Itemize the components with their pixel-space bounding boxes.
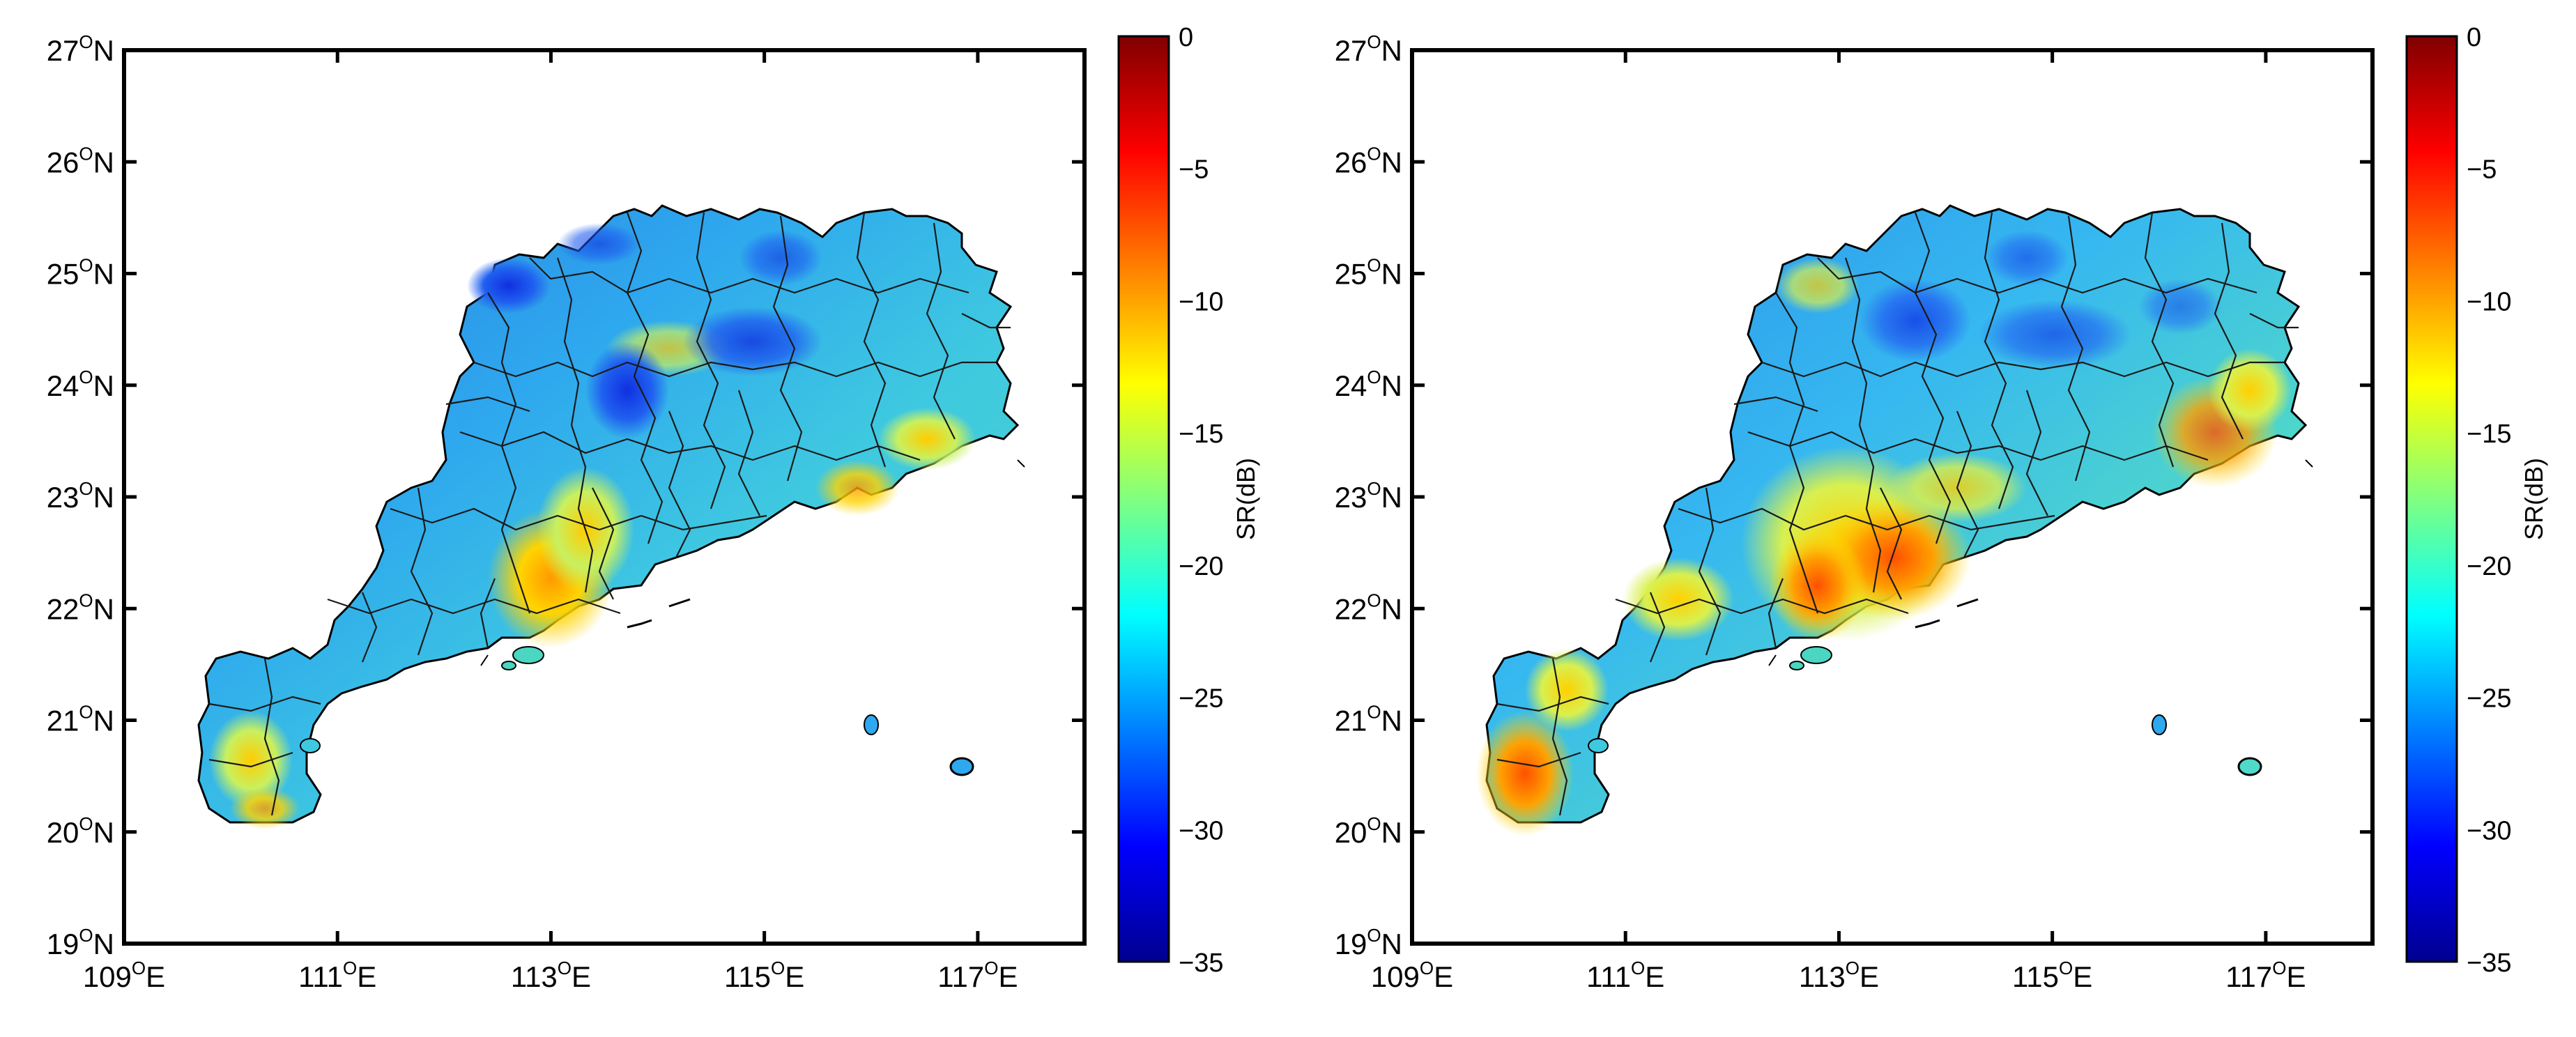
lon-tick-labels: 109OE 111OE 113OE 115OE 117OE — [1371, 958, 2306, 993]
lat-tick-label: 22ON — [47, 590, 114, 625]
lat-tick-label: 23ON — [1335, 478, 1402, 514]
colorbar-tick-label: −15 — [1179, 420, 1223, 449]
lat-tick-label: 21ON — [47, 702, 114, 737]
colorbar-tick-label: −10 — [2467, 287, 2511, 316]
map-panel-right: 109OE 111OE 113OE 115OE 117OE 19ON 20ON 21ON 22… — [1335, 23, 2548, 993]
lat-tick-label: 20ON — [47, 813, 114, 849]
lat-tick-label: 21ON — [1335, 702, 1402, 737]
lat-tick-label: 24ON — [1335, 367, 1402, 402]
lon-tick-label: 111OE — [1586, 958, 1664, 993]
colorbar-tick-label: −20 — [2467, 552, 2511, 581]
lat-tick-label: 27ON — [47, 31, 114, 67]
colorbar-tick-label: −35 — [1179, 948, 1223, 978]
lon-tick-label: 113OE — [1799, 958, 1879, 993]
lon-tick-label: 111OE — [298, 958, 376, 993]
lon-tick-label: 113OE — [511, 958, 591, 993]
lat-tick-label: 19ON — [1335, 925, 1402, 960]
lat-tick-labels: 19ON 20ON 21ON 22ON 23ON 24ON 25ON 26ON 27ON — [1335, 31, 1402, 960]
colorbar-tick-label: −20 — [1179, 552, 1223, 581]
lon-tick-label: 117OE — [937, 958, 1018, 993]
lat-tick-labels: 19ON 20ON 21ON 22ON 23ON 24ON 25ON 26ON 27ON — [47, 31, 114, 960]
lat-tick-label: 19ON — [47, 925, 114, 960]
lat-tick-label: 25ON — [1335, 255, 1402, 291]
lat-tick-label: 26ON — [1335, 143, 1402, 178]
colorbar — [2405, 35, 2458, 963]
colorbar-tick-label: 0 — [1179, 23, 1193, 52]
lon-tick-label: 109OE — [83, 958, 165, 993]
colorbar-tick-label: −15 — [2467, 420, 2511, 449]
lon-tick-labels: 109OE 111OE 113OE 115OE 117OE — [83, 958, 1018, 993]
lat-tick-label: 26ON — [47, 143, 114, 178]
guangdong-sr-map — [1476, 204, 2313, 836]
colorbar-tick-label: −25 — [1179, 684, 1223, 714]
colorbar-tick-label: −10 — [1179, 287, 1223, 316]
colorbar-tick-label: −30 — [1179, 816, 1223, 845]
guangdong-sr-map — [197, 204, 1025, 829]
lat-tick-label: 25ON — [47, 255, 114, 291]
lon-tick-label: 115OE — [2012, 958, 2092, 993]
lat-tick-label: 20ON — [1335, 813, 1402, 849]
lon-tick-label: 109OE — [1371, 958, 1453, 993]
lat-tick-label: 23ON — [47, 478, 114, 514]
colorbar-tick-label: −35 — [2467, 948, 2511, 978]
colorbar-tick-label: −5 — [1179, 155, 1209, 185]
lon-tick-label: 117OE — [2225, 958, 2306, 993]
lat-tick-label: 24ON — [47, 367, 114, 402]
colorbar-tick-label: −25 — [2467, 684, 2511, 714]
colorbar-label: SR(dB) — [1232, 458, 1260, 540]
lat-tick-label: 27ON — [1335, 31, 1402, 67]
lat-tick-label: 22ON — [1335, 590, 1402, 625]
lon-tick-label: 115OE — [724, 958, 804, 993]
colorbar-tick-labels: 0 −5 −10 −15 −20 −25 −30 −35 — [2467, 23, 2511, 978]
colorbar-tick-label: −30 — [2467, 816, 2511, 845]
colorbar — [1117, 35, 1170, 963]
colorbar-tick-label: −5 — [2467, 155, 2497, 185]
map-panel-left: 109OE 111OE 113OE 115OE 117OE 19ON 20ON 21ON 22… — [47, 23, 1260, 993]
colorbar-label: SR(dB) — [2520, 458, 2548, 540]
colorbar-tick-labels: 0 −5 −10 −15 −20 −25 −30 −35 — [1179, 23, 1223, 978]
colorbar-tick-label: 0 — [2467, 23, 2481, 52]
